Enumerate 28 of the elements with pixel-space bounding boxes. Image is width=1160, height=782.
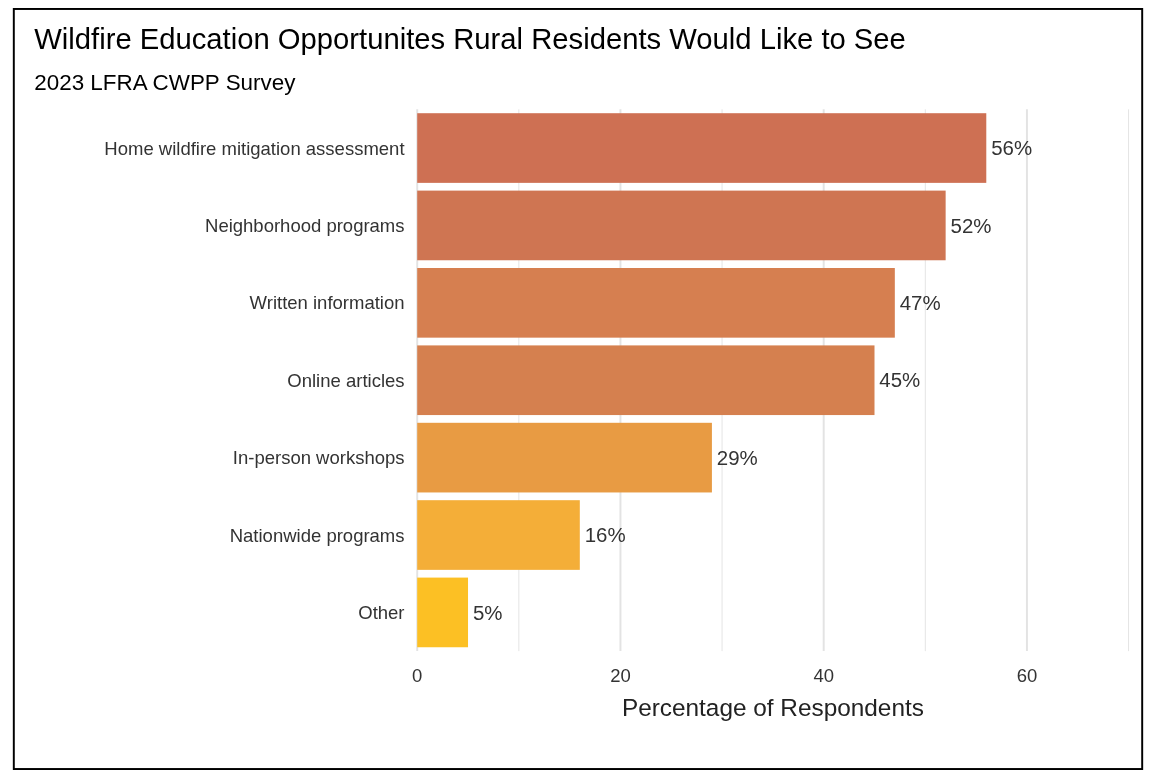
data-label: 5% [472, 600, 503, 624]
data-label: 16% [584, 523, 626, 547]
y-tick-label: Other [358, 601, 405, 623]
bar [417, 268, 895, 338]
text: 2023 LFRA CWPP Survey [34, 69, 297, 95]
x-tick-label: 20 [610, 665, 631, 687]
x-tick-label: 40 [813, 665, 834, 687]
data-label: 47% [899, 291, 941, 314]
x-tick-label: 60 [1016, 665, 1038, 687]
bar [417, 190, 946, 261]
bar [417, 500, 580, 570]
y-tick-label: Neighborhood programs [205, 214, 405, 236]
y-tick-label: Nationwide programs [229, 524, 405, 546]
bar [417, 577, 469, 648]
data-label: 52% [950, 213, 992, 237]
data-label: 45% [879, 368, 921, 392]
bar [417, 113, 987, 183]
y-tick-label: Home wildfire mitigation assessment [104, 137, 405, 159]
x-tick-label: 0 [412, 665, 423, 687]
data-label: 56% [991, 136, 1033, 160]
chart-title: Wildfire Education Opportunites Rural Residents Would Like to See [34, 22, 906, 55]
bar [417, 345, 875, 416]
y-tick-label: Online articles [287, 369, 405, 391]
y-tick-label: Written information [249, 292, 405, 314]
y-tick-label: In-person workshops [232, 447, 405, 469]
bar [417, 422, 712, 493]
x-axis-title: Percentage of Respondents [621, 694, 924, 722]
data-label: 29% [716, 445, 758, 469]
